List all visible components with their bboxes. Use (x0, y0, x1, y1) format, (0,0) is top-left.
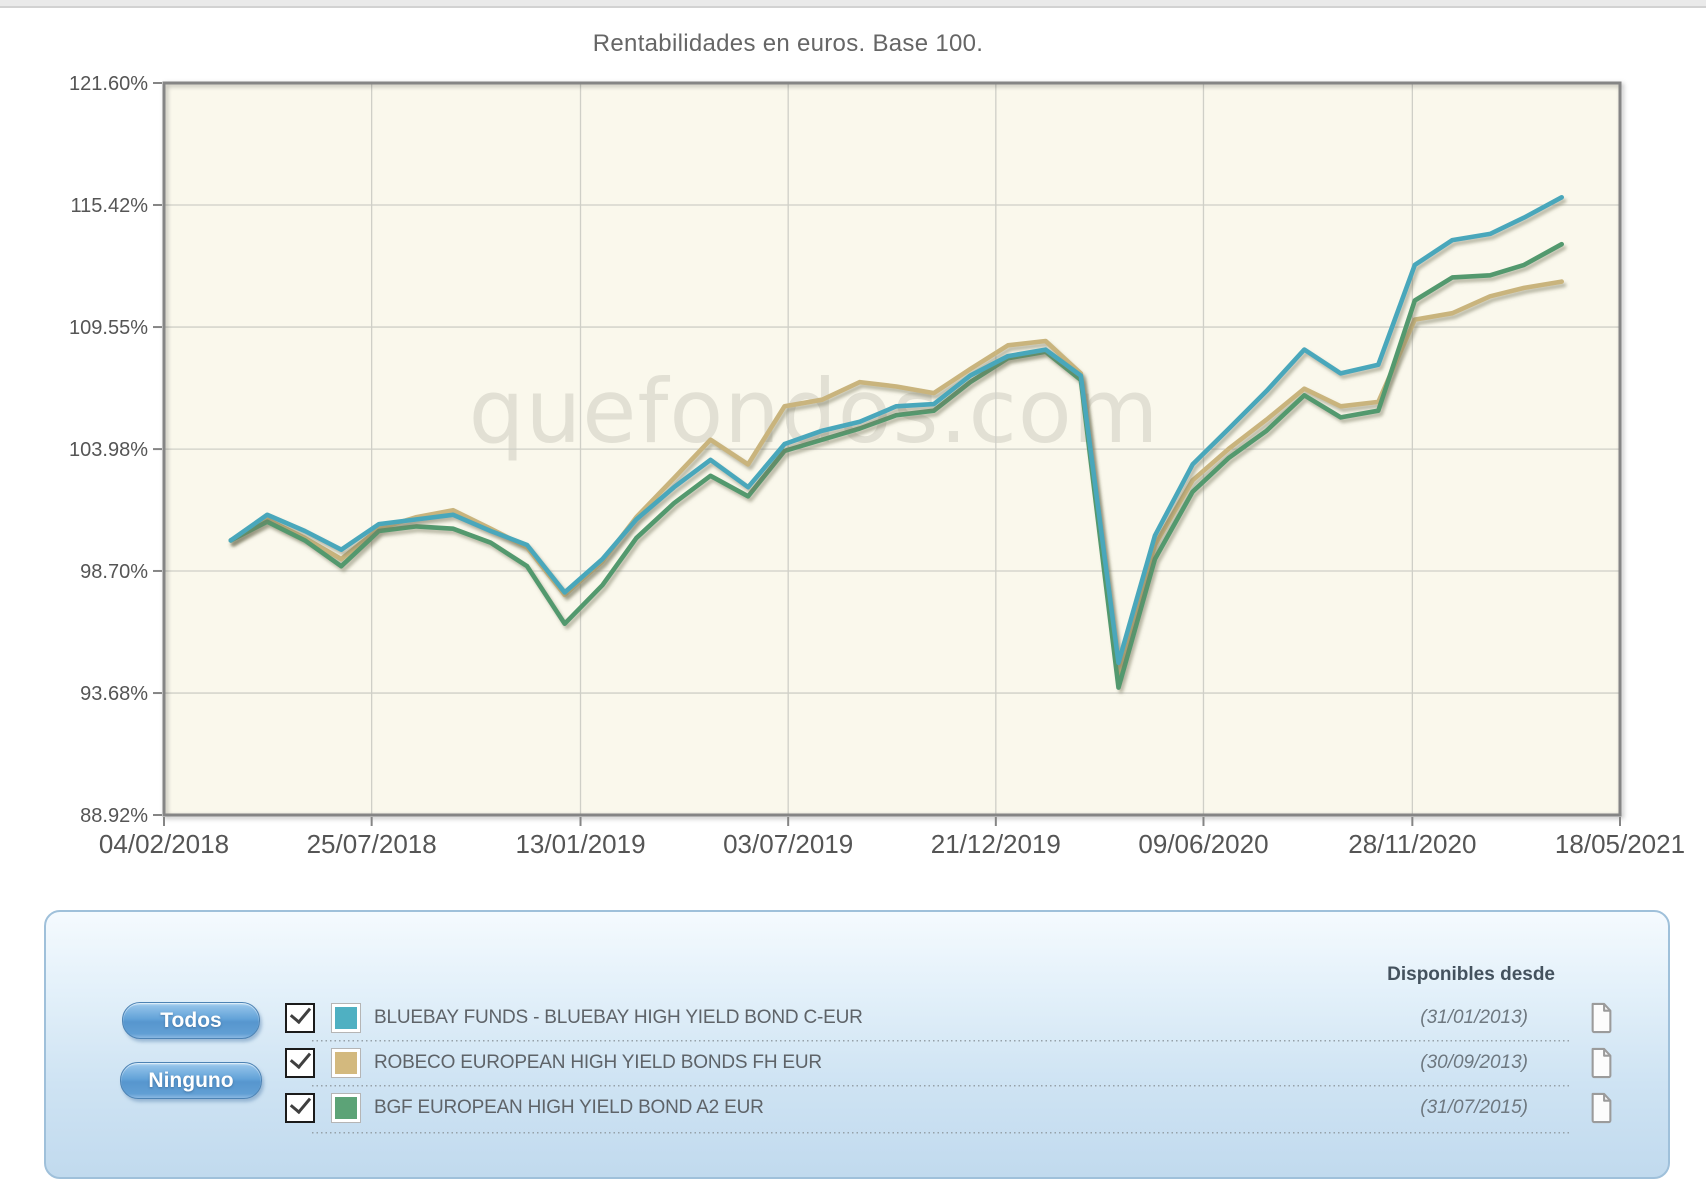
y-axis-label: 115.42% (71, 195, 149, 217)
fund-name: BGF EUROPEAN HIGH YIELD BOND A2 EUR (374, 1097, 764, 1118)
x-axis-label: 25/07/2018 (307, 829, 437, 859)
top-border-strip (0, 0, 1706, 8)
row-separator (312, 1040, 1570, 1042)
fund-name: ROBECO EUROPEAN HIGH YIELD BONDS FH EUR (374, 1052, 822, 1073)
document-icon[interactable] (1589, 1092, 1614, 1124)
performance-chart: quefondos.com 121.60% 115.42% 109.55% 103.98… (69, 73, 1685, 859)
row-separator (312, 1085, 1570, 1087)
fund-checkbox[interactable] (285, 1003, 315, 1033)
document-icon[interactable] (1589, 1047, 1614, 1079)
fund-color-swatch (331, 1003, 361, 1033)
fund-available-since: (31/01/2013) (1420, 1007, 1528, 1028)
fund-row: BLUEBAY FUNDS - BLUEBAY HIGH YIELD BOND … (46, 996, 1668, 1040)
series-line-1 (228, 279, 1564, 678)
y-axis-label: 88.92% (80, 805, 148, 827)
row-separator (312, 1132, 1570, 1134)
fund-color-swatch (331, 1048, 361, 1078)
select-all-button[interactable]: Todos (122, 1002, 260, 1039)
x-axis-label: 03/07/2019 (723, 829, 853, 859)
y-axis-label: 103.98% (69, 439, 148, 461)
series-line-2 (228, 241, 1564, 690)
y-axis-label: 98.70% (80, 561, 148, 583)
y-axis-label: 93.68% (80, 683, 148, 705)
x-axis-label: 13/01/2019 (515, 829, 645, 859)
chart-title: Rentabilidades en euros. Base 100. (592, 30, 984, 57)
x-axis-label: 18/05/2021 (1555, 829, 1685, 859)
fund-color-swatch (331, 1093, 361, 1123)
legend-panel: Todos Ninguno Disponibles desde BLUEBAY … (44, 910, 1670, 1179)
x-axis-label: 21/12/2019 (931, 829, 1061, 859)
watermark: quefondos.com (469, 360, 1160, 463)
available-since-header: Disponibles desde (1387, 964, 1555, 985)
fund-available-since: (30/09/2013) (1420, 1052, 1528, 1073)
chart-canvas: quefondos.com 121.60% 115.42% 109.55% 103.98… (69, 73, 1685, 859)
document-icon[interactable] (1589, 1002, 1614, 1034)
x-axis-label: 04/02/2018 (99, 829, 229, 859)
series-line-0 (228, 195, 1564, 666)
plot-border (162, 81, 1622, 817)
fund-row: BGF EUROPEAN HIGH YIELD BOND A2 EUR (31/0… (46, 1086, 1668, 1130)
fund-checkbox[interactable] (285, 1093, 315, 1123)
x-axis-label: 28/11/2020 (1348, 829, 1476, 859)
x-axis-label: 09/06/2020 (1138, 829, 1268, 859)
select-none-button[interactable]: Ninguno (120, 1062, 262, 1099)
y-axis-label: 121.60% (69, 73, 148, 95)
fund-available-since: (31/07/2015) (1420, 1097, 1528, 1118)
y-axis-label: 109.55% (69, 317, 148, 339)
fund-name: BLUEBAY FUNDS - BLUEBAY HIGH YIELD BOND … (374, 1007, 863, 1028)
fund-checkbox[interactable] (285, 1048, 315, 1078)
fund-row: ROBECO EUROPEAN HIGH YIELD BONDS FH EUR (… (46, 1041, 1668, 1085)
